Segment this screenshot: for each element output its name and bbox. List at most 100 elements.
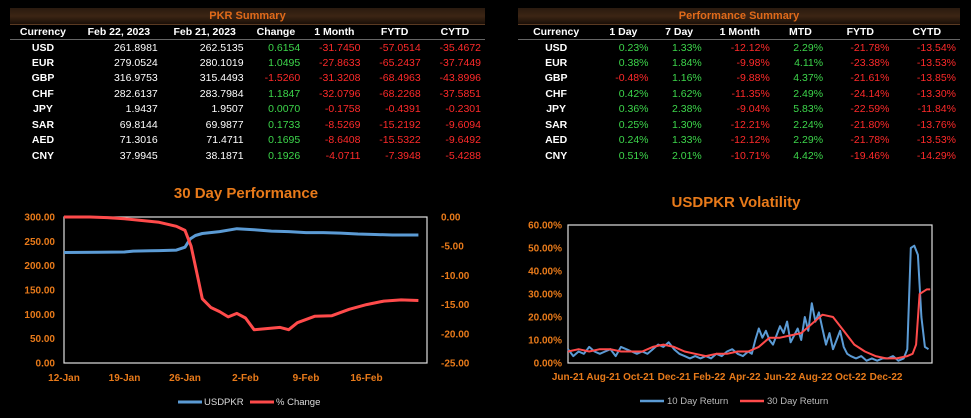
value-cell: 37.9945 bbox=[119, 149, 158, 162]
value-cell: -21.78% bbox=[850, 134, 890, 147]
x-tick-label: Oct-21 bbox=[623, 372, 655, 383]
value-cell: 1.9437 bbox=[125, 103, 158, 116]
y-tick-label: 20.00% bbox=[528, 313, 562, 324]
y-left-tick-label: 100.00 bbox=[24, 310, 55, 321]
table-row: CNY 37.9945 38.1871 0.1926 -4.0711 -7.3948 -5.… bbox=[10, 148, 485, 164]
value-cell: 0.25% bbox=[618, 118, 649, 131]
value-cell: -68.2268 bbox=[379, 87, 421, 100]
column-header: 7 Day bbox=[652, 24, 706, 40]
value-cell: 1.30% bbox=[671, 118, 702, 131]
value-cell: -35.4672 bbox=[439, 41, 481, 54]
table-row: EUR 0.38% 1.84% -9.98% 4.11% -23.38% -13.53% bbox=[518, 55, 960, 71]
table-row: JPY 0.36% 2.38% -9.04% 5.83% -22.59% -11.84% bbox=[518, 102, 960, 118]
x-tick-label: Feb-22 bbox=[693, 372, 726, 383]
x-tick-label: 19-Jan bbox=[109, 373, 141, 384]
y-right-tick-label: -20.00 bbox=[441, 329, 470, 340]
series-line-30-day-return bbox=[567, 288, 931, 360]
column-header: CYTD bbox=[893, 24, 960, 40]
value-cell: 2.24% bbox=[793, 118, 824, 131]
currency-cell: USD bbox=[545, 41, 568, 54]
performance-summary-title: Performance Summary bbox=[518, 8, 960, 25]
performance-summary-table: Performance Summary Currency 1 Day 7 Day 1 … bbox=[518, 8, 960, 164]
y-right-tick-label: -15.00 bbox=[441, 300, 470, 311]
y-left-tick-label: 300.00 bbox=[24, 213, 55, 224]
table-row: USD 0.23% 1.33% -12.12% 2.29% -21.78% -13.54% bbox=[518, 40, 960, 56]
value-cell: 1.33% bbox=[671, 134, 702, 147]
x-tick-label: 26-Jan bbox=[169, 373, 201, 384]
value-cell: 1.33% bbox=[671, 41, 702, 54]
currency-cell: CHF bbox=[32, 87, 54, 100]
x-tick-label: 9-Feb bbox=[293, 373, 320, 384]
currency-cell: CNY bbox=[545, 149, 568, 162]
value-cell: -11.84% bbox=[917, 103, 956, 116]
value-cell: -21.80% bbox=[850, 118, 890, 131]
currency-cell: EUR bbox=[31, 56, 55, 69]
chart-title: USDPKR Volatility bbox=[672, 194, 802, 211]
value-cell: -23.38% bbox=[850, 56, 890, 69]
column-header: Feb 22, 2023 bbox=[75, 24, 162, 40]
value-cell: -19.46% bbox=[850, 149, 890, 162]
value-cell: 0.1926 bbox=[268, 149, 301, 162]
y-left-tick-label: 250.00 bbox=[24, 237, 55, 248]
x-tick-label: 12-Jan bbox=[48, 373, 80, 384]
table-row: SAR 69.8144 69.9877 0.1733 -8.5269 -15.2192 -9… bbox=[10, 117, 485, 133]
value-cell: -15.5322 bbox=[379, 134, 421, 147]
table-row: CNY 0.51% 2.01% -10.71% 4.42% -19.46% -14.29% bbox=[518, 148, 960, 164]
value-cell: -15.2192 bbox=[379, 118, 421, 131]
value-cell: 4.37% bbox=[793, 72, 824, 85]
x-tick-label: Jun-22 bbox=[764, 372, 797, 383]
usdpkr-volatility-chart: USDPKR Volatility 60.00% 50.00% 40.00% 30.0… bbox=[528, 194, 933, 407]
value-cell: -13.30% bbox=[916, 87, 956, 100]
y-left-tick-label: 150.00 bbox=[24, 286, 55, 297]
value-cell: -1.5260 bbox=[264, 72, 301, 85]
y-right-tick-label: -25.00 bbox=[441, 359, 470, 370]
column-header: FYTD bbox=[827, 24, 894, 40]
value-cell: -0.2301 bbox=[445, 103, 481, 116]
pkr-summary-header-row: Currency Feb 22, 2023 Feb 21, 2023 Change 1 … bbox=[10, 24, 485, 40]
table-row: AED 0.24% 1.33% -12.12% 2.29% -21.78% -13.53% bbox=[518, 133, 960, 149]
column-header: 1 Day bbox=[594, 24, 653, 40]
value-cell: 0.24% bbox=[618, 134, 649, 147]
table-row: CHF 0.42% 1.62% -11.35% 2.49% -24.14% -13.30% bbox=[518, 86, 960, 102]
value-cell: 0.1695 bbox=[268, 134, 301, 147]
value-cell: 4.11% bbox=[794, 56, 824, 69]
value-cell: 1.0495 bbox=[268, 56, 301, 69]
value-cell: -21.61% bbox=[850, 72, 890, 85]
value-cell: -7.3948 bbox=[385, 149, 421, 162]
value-cell: 279.0524 bbox=[113, 56, 158, 69]
plot-area bbox=[63, 216, 428, 364]
value-cell: -11.35% bbox=[731, 87, 770, 100]
currency-cell: SAR bbox=[31, 118, 55, 131]
performance-summary-header-row: Currency 1 Day 7 Day 1 Month MTD FYTD CYTD bbox=[518, 24, 960, 40]
value-cell: -31.7450 bbox=[319, 41, 361, 54]
y-right-tick-label: -5.00 bbox=[441, 242, 464, 253]
x-tick-label: 2-Feb bbox=[232, 373, 259, 384]
value-cell: 1.9507 bbox=[211, 103, 244, 116]
y-tick-label: 10.00% bbox=[528, 336, 562, 347]
value-cell: 2.01% bbox=[671, 149, 702, 162]
y-tick-label: 60.00% bbox=[528, 221, 562, 232]
value-cell: 1.84% bbox=[671, 56, 702, 69]
table-row: CHF 282.6137 283.7984 1.1847 -32.0796 -68.226… bbox=[10, 86, 485, 102]
value-cell: -9.6492 bbox=[445, 134, 481, 147]
currency-cell: USD bbox=[31, 41, 55, 54]
x-tick-label: Dec-21 bbox=[658, 372, 691, 383]
value-cell: 261.8981 bbox=[113, 41, 158, 54]
value-cell: 71.4711 bbox=[206, 134, 244, 147]
y-tick-label: 0.00% bbox=[534, 359, 562, 370]
value-cell: -12.12% bbox=[730, 134, 770, 147]
currency-cell: EUR bbox=[545, 56, 568, 69]
value-cell: 315.4493 bbox=[199, 72, 244, 85]
column-header: FYTD bbox=[364, 24, 425, 40]
value-cell: 0.42% bbox=[618, 87, 649, 100]
value-cell: -9.88% bbox=[736, 72, 770, 85]
series-line-usdpkr bbox=[63, 227, 419, 254]
x-tick-label: Oct-22 bbox=[835, 372, 867, 383]
value-cell: -0.48% bbox=[615, 72, 649, 85]
table-row: SAR 0.25% 1.30% -12.21% 2.24% -21.80% -13.76% bbox=[518, 117, 960, 133]
series-line-10-day-return bbox=[567, 244, 930, 362]
plot-area bbox=[567, 224, 933, 364]
value-cell: 316.9753 bbox=[113, 72, 158, 85]
value-cell: -68.4963 bbox=[379, 72, 421, 85]
value-cell: -14.29% bbox=[916, 149, 956, 162]
